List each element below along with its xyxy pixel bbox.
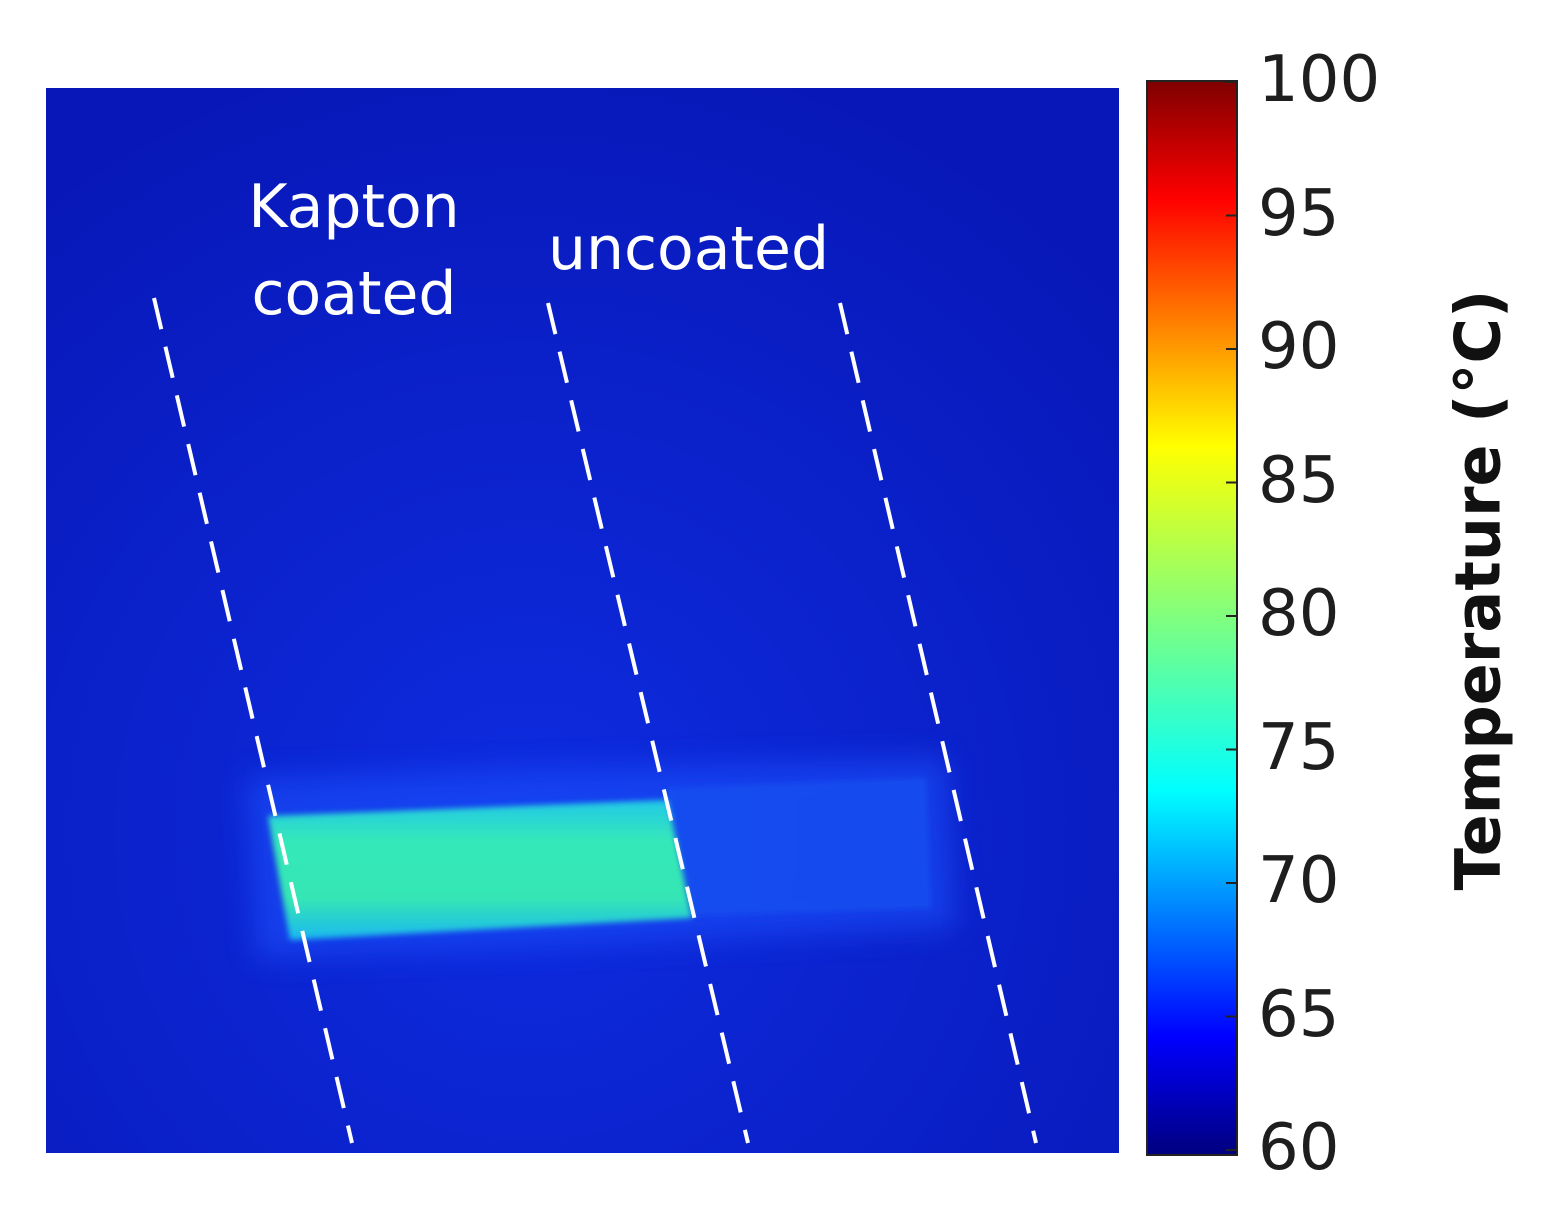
colorbar-tick-label: 85	[1258, 443, 1340, 518]
colorbar-tick-label: 75	[1258, 710, 1340, 785]
dashed-line-right	[838, 302, 1038, 1144]
colorbar-tick-label: 60	[1258, 1111, 1340, 1185]
colorbar-tick-label: 70	[1258, 844, 1340, 918]
thermal-background	[46, 88, 1119, 1153]
colorbar-ticks	[1226, 81, 1238, 1151]
kapton-label-line2: coated	[251, 259, 457, 329]
thermal-image	[46, 88, 1119, 1153]
kapton-coated-strip	[268, 800, 692, 940]
colorbar-gradient	[1146, 80, 1238, 1156]
uncoated-label: uncoated	[548, 214, 830, 284]
colorbar-tick-label: 95	[1258, 176, 1340, 251]
kapton-label-line1: Kapton	[248, 172, 460, 242]
colorbar-tick-label: 100	[1258, 43, 1381, 117]
dashed-line-left	[152, 297, 354, 1144]
kapton-coated-label: Kapton coated	[198, 164, 510, 338]
colorbar-tick-label: 65	[1258, 977, 1340, 1052]
colorbar-tick-label: 80	[1258, 577, 1340, 651]
colorbar-title: Temperature (°C)	[1441, 289, 1515, 891]
colorbar-tick-label: 90	[1258, 310, 1340, 384]
colorbar	[1146, 80, 1238, 1156]
dashed-line-middle	[546, 302, 750, 1144]
uncoated-strip	[666, 778, 931, 916]
